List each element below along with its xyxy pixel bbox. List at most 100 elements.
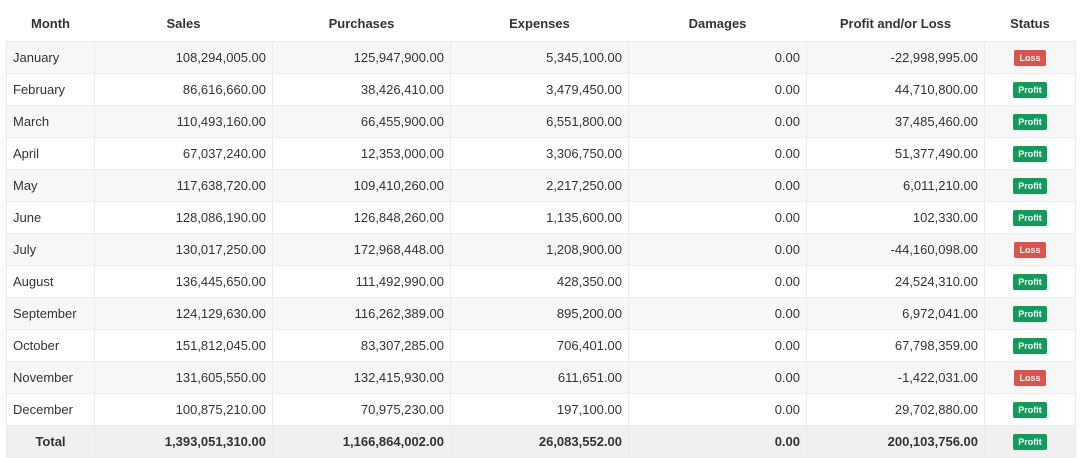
table-row: December 100,875,210.00 70,975,230.00 197,1… — [6, 393, 1076, 426]
cell-expenses: 895,200.00 — [450, 297, 629, 330]
cell-month: April — [6, 137, 95, 170]
cell-sales: 67,037,240.00 — [94, 137, 273, 170]
cell-damages: 0.00 — [628, 201, 807, 234]
status-badge: Profit — [1013, 113, 1047, 130]
cell-month: June — [6, 201, 95, 234]
total-expenses: 26,083,552.00 — [450, 425, 629, 458]
table-header: Month Sales Purchases Expenses Damages P… — [6, 6, 1076, 42]
cell-month: November — [6, 361, 95, 394]
cell-sales: 131,605,550.00 — [94, 361, 273, 394]
cell-damages: 0.00 — [628, 233, 807, 266]
cell-expenses: 1,135,600.00 — [450, 201, 629, 234]
cell-month: September — [6, 297, 95, 330]
cell-profit-loss: -44,160,098.00 — [806, 233, 985, 266]
status-badge: Profit — [1013, 305, 1047, 322]
cell-expenses: 197,100.00 — [450, 393, 629, 426]
cell-damages: 0.00 — [628, 105, 807, 138]
table-row: July 130,017,250.00 172,968,448.00 1,208,90… — [6, 233, 1076, 266]
cell-sales: 151,812,045.00 — [94, 329, 273, 362]
cell-expenses: 428,350.00 — [450, 265, 629, 298]
table-row: May 117,638,720.00 109,410,260.00 2,217,250… — [6, 169, 1076, 202]
cell-profit-loss: -1,422,031.00 — [806, 361, 985, 394]
cell-damages: 0.00 — [628, 169, 807, 202]
table-row: January 108,294,005.00 125,947,900.00 5,345… — [6, 41, 1076, 74]
cell-damages: 0.00 — [628, 393, 807, 426]
table-row: March 110,493,160.00 66,455,900.00 6,551,80… — [6, 105, 1076, 138]
cell-expenses: 1,208,900.00 — [450, 233, 629, 266]
status-badge: Profit — [1013, 273, 1047, 290]
cell-sales: 130,017,250.00 — [94, 233, 273, 266]
cell-status: Profit — [984, 137, 1076, 170]
cell-profit-loss: 24,524,310.00 — [806, 265, 985, 298]
total-profit-loss: 200,103,756.00 — [806, 425, 985, 458]
cell-damages: 0.00 — [628, 361, 807, 394]
cell-purchases: 83,307,285.00 — [272, 329, 451, 362]
cell-purchases: 172,968,448.00 — [272, 233, 451, 266]
header-status[interactable]: Status — [984, 6, 1076, 42]
status-badge: Profit — [1013, 81, 1047, 98]
cell-month: December — [6, 393, 95, 426]
table-row: February 86,616,660.00 38,426,410.00 3,479,… — [6, 73, 1076, 106]
table-row: April 67,037,240.00 12,353,000.00 3,306,750… — [6, 137, 1076, 170]
cell-month: March — [6, 105, 95, 138]
cell-purchases: 126,848,260.00 — [272, 201, 451, 234]
cell-profit-loss: 6,972,041.00 — [806, 297, 985, 330]
cell-month: October — [6, 329, 95, 362]
header-month[interactable]: Month — [6, 6, 95, 42]
cell-purchases: 116,262,389.00 — [272, 297, 451, 330]
status-badge: Profit — [1013, 145, 1047, 162]
total-sales: 1,393,051,310.00 — [94, 425, 273, 458]
cell-damages: 0.00 — [628, 73, 807, 106]
table-row: June 128,086,190.00 126,848,260.00 1,135,60… — [6, 201, 1076, 234]
cell-sales: 124,129,630.00 — [94, 297, 273, 330]
header-damages[interactable]: Damages — [628, 6, 807, 42]
cell-damages: 0.00 — [628, 329, 807, 362]
table-row: August 136,445,650.00 111,492,990.00 428,35… — [6, 265, 1076, 298]
cell-purchases: 12,353,000.00 — [272, 137, 451, 170]
table-row: September 124,129,630.00 116,262,389.00 895… — [6, 297, 1076, 330]
profit-loss-report: Month Sales Purchases Expenses Damages P… — [6, 6, 1076, 458]
status-badge: Loss — [1014, 49, 1046, 66]
table-footer: Total 1,393,051,310.00 1,166,864,002.00 … — [6, 425, 1076, 458]
cell-purchases: 38,426,410.00 — [272, 73, 451, 106]
cell-profit-loss: -22,998,995.00 — [806, 41, 985, 74]
cell-status: Profit — [984, 201, 1076, 234]
cell-profit-loss: 37,485,460.00 — [806, 105, 985, 138]
header-row: Month Sales Purchases Expenses Damages P… — [6, 6, 1076, 42]
total-purchases: 1,166,864,002.00 — [272, 425, 451, 458]
status-badge: Profit — [1013, 337, 1047, 354]
cell-status: Loss — [984, 361, 1076, 394]
cell-status: Loss — [984, 41, 1076, 74]
header-expenses[interactable]: Expenses — [450, 6, 629, 42]
total-label: Total — [6, 425, 95, 458]
cell-purchases: 111,492,990.00 — [272, 265, 451, 298]
header-purchases[interactable]: Purchases — [272, 6, 451, 42]
cell-status: Loss — [984, 233, 1076, 266]
cell-purchases: 70,975,230.00 — [272, 393, 451, 426]
cell-damages: 0.00 — [628, 297, 807, 330]
cell-damages: 0.00 — [628, 265, 807, 298]
cell-purchases: 109,410,260.00 — [272, 169, 451, 202]
cell-profit-loss: 29,702,880.00 — [806, 393, 985, 426]
header-sales[interactable]: Sales — [94, 6, 273, 42]
cell-profit-loss: 51,377,490.00 — [806, 137, 985, 170]
cell-damages: 0.00 — [628, 41, 807, 74]
total-damages: 0.00 — [628, 425, 807, 458]
status-badge: Profit — [1013, 177, 1047, 194]
cell-purchases: 125,947,900.00 — [272, 41, 451, 74]
table-row: November 131,605,550.00 132,415,930.00 611,… — [6, 361, 1076, 394]
cell-status: Profit — [984, 105, 1076, 138]
cell-purchases: 132,415,930.00 — [272, 361, 451, 394]
status-badge: Profit — [1013, 433, 1047, 450]
status-badge: Loss — [1014, 241, 1046, 258]
header-profit-loss[interactable]: Profit and/or Loss — [806, 6, 985, 42]
cell-expenses: 706,401.00 — [450, 329, 629, 362]
cell-month: August — [6, 265, 95, 298]
cell-expenses: 3,479,450.00 — [450, 73, 629, 106]
cell-sales: 128,086,190.00 — [94, 201, 273, 234]
cell-expenses: 2,217,250.00 — [450, 169, 629, 202]
cell-sales: 136,445,650.00 — [94, 265, 273, 298]
total-row: Total 1,393,051,310.00 1,166,864,002.00 … — [6, 425, 1076, 458]
cell-sales: 100,875,210.00 — [94, 393, 273, 426]
cell-profit-loss: 44,710,800.00 — [806, 73, 985, 106]
